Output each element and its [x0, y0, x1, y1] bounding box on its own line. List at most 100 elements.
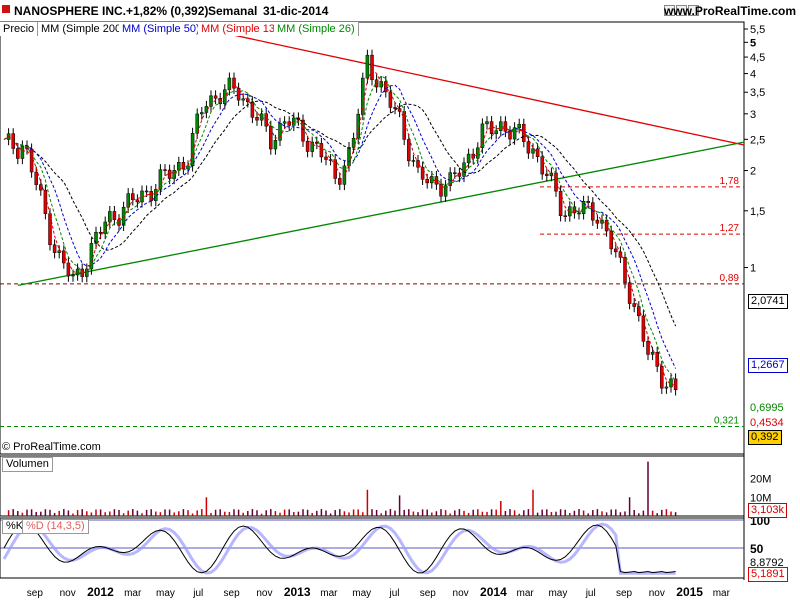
volume-tick-label: 20M: [750, 474, 771, 486]
candle-up: [103, 221, 107, 234]
tag-ma26: 0,6995: [748, 402, 786, 415]
candle-up: [356, 113, 360, 139]
candle-down: [637, 306, 641, 317]
candle-down: [457, 172, 462, 177]
x-tick-label: jul: [388, 588, 399, 599]
candle-down: [416, 160, 420, 168]
candle-down: [167, 169, 172, 179]
candle-down: [609, 230, 613, 250]
candle-down: [393, 107, 397, 109]
legend-ma26: MM (Simple 26): [274, 22, 359, 36]
candle-down: [16, 148, 20, 159]
level-label: 0,321: [714, 416, 739, 427]
candle-down: [572, 206, 577, 214]
support-trendline: [17, 141, 745, 287]
candle-up: [200, 112, 204, 115]
candle-down: [333, 159, 337, 179]
candle-up: [480, 123, 485, 149]
x-tick-label: sep: [616, 588, 633, 599]
candle-up: [531, 148, 535, 154]
candle-up: [71, 274, 75, 277]
candle-down: [131, 193, 135, 201]
stoch-k-label: %K: [2, 519, 28, 534]
candle-down: [66, 262, 71, 277]
volume-bars: [7, 461, 677, 516]
candle-up: [310, 141, 314, 152]
candle-up: [195, 113, 199, 134]
candle-down: [660, 366, 664, 389]
candle-down: [425, 179, 429, 184]
candle-down: [213, 95, 218, 99]
candle-down: [315, 141, 319, 144]
candle-up: [273, 140, 278, 150]
candle-down: [614, 248, 618, 253]
candle-down: [384, 81, 388, 93]
x-tick-label: 2012: [87, 585, 114, 599]
y-tick-label: 5: [750, 37, 756, 49]
window-controls-icon[interactable]: [664, 5, 699, 16]
x-tick-label: may: [352, 588, 371, 599]
site-link[interactable]: www.ProRealTime.com: [663, 4, 796, 18]
tag-stoch-k: 8,8792: [748, 557, 786, 570]
candle-down: [439, 183, 443, 197]
candle-up: [94, 231, 98, 244]
x-tick-label: nov: [60, 588, 76, 599]
candle-down: [305, 140, 310, 152]
stoch-k-line: [3, 523, 676, 574]
tag-volume-last: 3,103k: [748, 503, 788, 518]
candle-up: [485, 121, 489, 125]
candle-down: [558, 190, 563, 217]
candle-up: [227, 77, 232, 90]
minimize-icon[interactable]: [664, 5, 675, 16]
x-tick-label: mar: [517, 588, 535, 599]
candle-up: [448, 172, 452, 186]
price-change: +1,82% (0,392): [126, 4, 209, 18]
candle-up: [517, 123, 521, 128]
y-tick-label: 1,5: [750, 206, 765, 218]
candle-up: [361, 77, 365, 115]
candle-down: [503, 121, 508, 132]
ma13-line: [3, 69, 676, 386]
volume-label: Volumen: [2, 457, 53, 472]
legend-ma200: MM (Simple 200): [38, 22, 129, 36]
x-tick-label: sep: [27, 588, 44, 599]
candle-down: [374, 79, 379, 88]
candle-down: [526, 141, 531, 154]
candle-down: [407, 139, 411, 162]
candle-down: [577, 212, 581, 215]
x-tick-label: jul: [192, 588, 203, 599]
candle-down: [34, 171, 38, 185]
candle-up: [581, 200, 586, 215]
candle-up: [75, 268, 80, 276]
candle-down: [655, 352, 659, 367]
stoch-tick-label: 50: [750, 542, 764, 556]
ma26-line: [3, 75, 677, 383]
maximize-icon[interactable]: [676, 5, 687, 16]
level-label: 1,78: [720, 176, 740, 187]
candle-down: [535, 148, 540, 157]
candle-up: [351, 137, 356, 148]
candle-down: [319, 143, 324, 158]
candle-down: [420, 166, 425, 180]
level-label: 1,27: [720, 223, 740, 234]
candle-down: [673, 378, 678, 391]
candle-down: [39, 184, 43, 191]
resistance-trendline: [181, 23, 745, 146]
candle-down: [255, 117, 259, 121]
candle-down: [62, 250, 66, 264]
candle-up: [365, 54, 370, 79]
candle-up: [379, 81, 383, 88]
candle-down: [370, 54, 374, 81]
y-tick-label: 5,5: [750, 24, 765, 36]
candle-down: [563, 215, 567, 218]
candle-down: [112, 211, 117, 220]
tag-ma200: 2,0741: [748, 294, 788, 309]
candle-up: [664, 386, 669, 389]
close-icon[interactable]: [688, 5, 699, 16]
x-tick-label: sep: [420, 588, 437, 599]
candle-down: [149, 191, 153, 201]
candle-down: [402, 111, 406, 140]
x-tick-label: jul: [585, 588, 596, 599]
candle-down: [632, 303, 636, 307]
candle-up: [282, 121, 287, 124]
